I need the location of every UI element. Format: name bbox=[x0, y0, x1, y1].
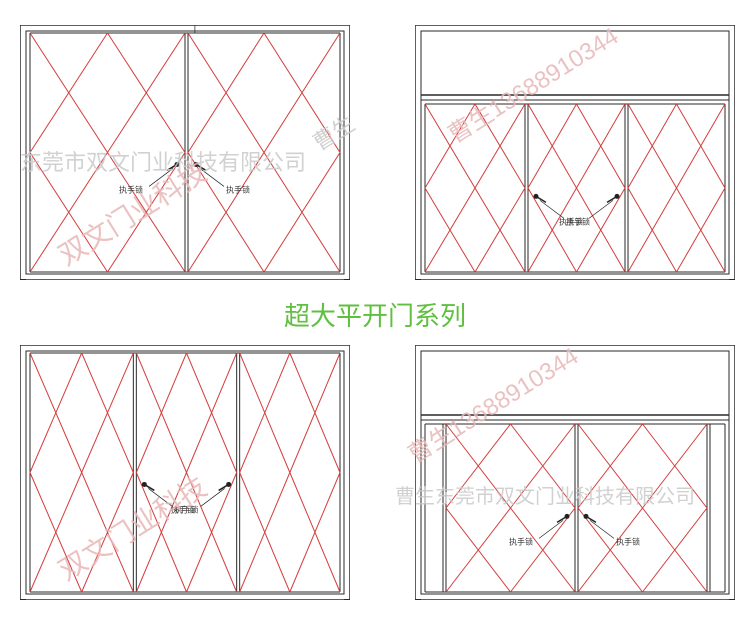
svg-text:执手锁: 执手锁 bbox=[171, 504, 195, 514]
door-tr: 执手锁执手锁 bbox=[415, 25, 735, 280]
svg-text:执手锁: 执手锁 bbox=[559, 216, 583, 226]
svg-text:执手锁: 执手锁 bbox=[509, 536, 533, 546]
series-title: 超大平开门系列 bbox=[284, 296, 466, 333]
door-br: 执手锁 执手锁 bbox=[415, 345, 735, 600]
svg-text:执手锁: 执手锁 bbox=[616, 536, 640, 546]
svg-text:执手锁: 执手锁 bbox=[119, 184, 143, 194]
svg-text:执手锁: 执手锁 bbox=[226, 184, 250, 194]
door-tl: 执手锁执手锁半框 bbox=[20, 25, 350, 280]
door-bl: 执手锁执手锁 bbox=[20, 345, 350, 600]
